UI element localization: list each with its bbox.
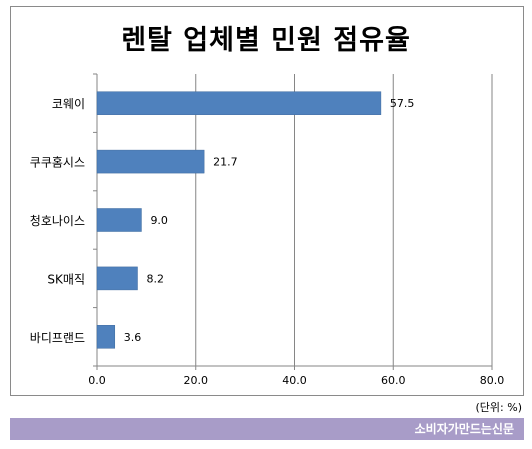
- bar: [96, 266, 138, 291]
- data-label: 3.6: [124, 331, 141, 344]
- x-tick-label: 40.0: [282, 374, 307, 387]
- category-label: SK매직: [47, 272, 85, 286]
- data-label: 57.5: [390, 97, 415, 110]
- x-tick-label: 60.0: [381, 374, 406, 387]
- category-label: 쿠쿠홈시스: [30, 156, 85, 170]
- unit-note: (단위: %): [475, 401, 522, 414]
- bar: [96, 149, 205, 174]
- category-label: 바디프랜드: [30, 331, 85, 345]
- data-label: 9.0: [150, 214, 168, 227]
- x-tick-label: 20.0: [184, 374, 209, 387]
- chart-frame: [10, 6, 524, 396]
- data-label: 21.7: [213, 156, 238, 169]
- category-label: 청호나이스: [30, 214, 85, 228]
- x-tick-label: 0.0: [88, 374, 106, 387]
- chart-title: 렌탈 업체별 민원 점유율: [121, 25, 411, 56]
- bar: [96, 91, 382, 115]
- data-label: 8.2: [146, 272, 164, 285]
- bar: [96, 208, 142, 232]
- bar: [96, 325, 116, 349]
- x-tick-label: 80.0: [480, 374, 505, 387]
- category-label: 코웨이: [52, 97, 85, 111]
- source-footer: 소비자가만드는신문: [10, 418, 524, 440]
